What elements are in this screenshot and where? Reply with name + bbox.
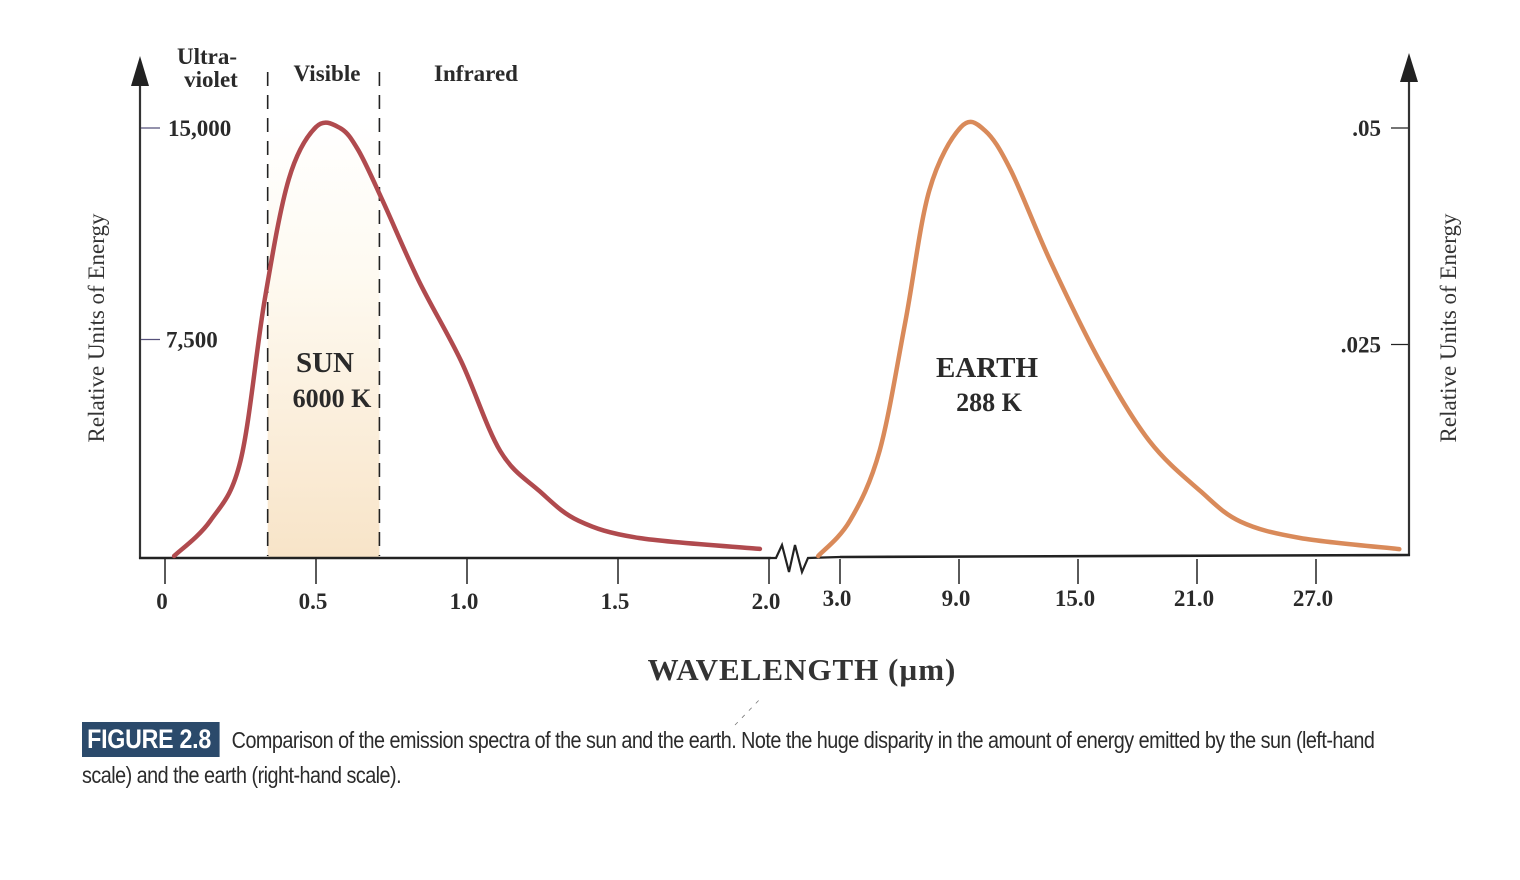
- region-label-ultraviolet-2: violet: [184, 67, 238, 92]
- caption-line-2: scale) and the earth (right-hand scale).: [82, 762, 402, 788]
- right-y-axis-title: Relative Units of Energy: [1436, 213, 1461, 442]
- x-tick-label: 1.0: [450, 589, 479, 614]
- visible-band: [267, 120, 380, 557]
- x-tick-label: 3.0: [823, 586, 852, 611]
- region-label-visible: Visible: [294, 61, 361, 86]
- scan-mark: [734, 696, 763, 726]
- x-tick-label: 21.0: [1174, 586, 1214, 611]
- axis-break-icon: [771, 541, 841, 576]
- sun-emission-curve: [171, 120, 763, 559]
- sun-label: SUN: [296, 347, 354, 379]
- caption-text-1: Comparison of the emission spectra of th…: [231, 727, 1375, 753]
- x-tick-label: 9.0: [942, 586, 971, 611]
- earth-emission-curve: [815, 119, 1402, 559]
- x-tick-label: 15.0: [1055, 586, 1095, 611]
- x-tick-label: 2.0: [752, 589, 781, 614]
- right-axis-arrow-icon: [1400, 53, 1418, 82]
- left-y-tick-label: 15,000: [168, 116, 231, 141]
- earth-label: EARTH: [936, 352, 1039, 384]
- x-axis-title: WAVELENGTH (µm): [648, 652, 957, 687]
- x-tick-label: 27.0: [1293, 586, 1333, 611]
- earth-temperature-label: 288 K: [956, 388, 1023, 417]
- caption-line-1: FIGURE 2.8 Comparison of the emission spe…: [82, 722, 1475, 758]
- x-axis-right: [839, 553, 1411, 559]
- y-ticks: 7,500 15,000 .025 .05: [141, 116, 1408, 358]
- right-y-tick-label: .025: [1341, 333, 1381, 358]
- region-label-infrared: Infrared: [434, 61, 518, 86]
- left-y-axis-title: Relative Units of Energy: [84, 213, 109, 442]
- figure-badge: FIGURE 2.8: [82, 722, 220, 757]
- x-tick-label: 1.5: [601, 589, 630, 614]
- region-label-ultraviolet-1: Ultra-: [177, 44, 237, 69]
- figure-caption: FIGURE 2.8 Comparison of the emission spe…: [82, 722, 1475, 793]
- x-ticks: 0 0.5 1.0 1.5 2.0 3.0 9.0 15.0 21.0 27.0: [156, 559, 1333, 614]
- left-axis-arrow-icon: [131, 56, 149, 86]
- x-tick-label: 0: [156, 589, 168, 614]
- sun-temperature-label: 6000 K: [293, 384, 373, 413]
- right-y-tick-label: .05: [1352, 116, 1381, 141]
- x-tick-label: 0.5: [299, 589, 328, 614]
- left-y-tick-label: 7,500: [166, 328, 218, 353]
